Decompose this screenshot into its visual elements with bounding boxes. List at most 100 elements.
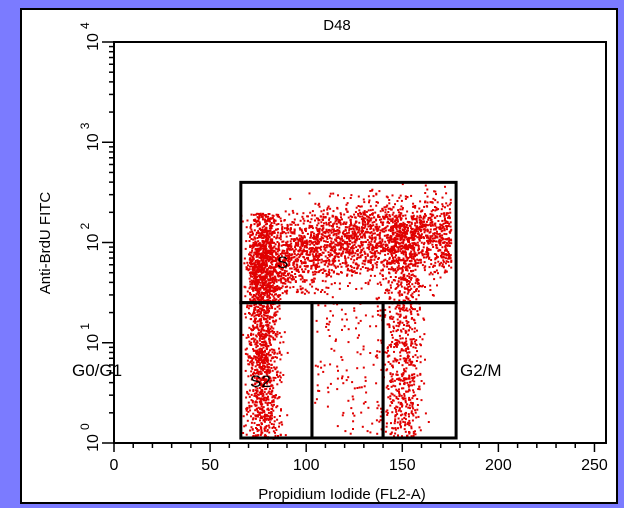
data-point [404, 250, 407, 253]
data-point [388, 241, 391, 244]
data-point [318, 240, 321, 243]
data-point [390, 385, 393, 388]
data-point [282, 252, 285, 255]
data-point [260, 401, 262, 404]
data-point [440, 251, 443, 254]
data-point [315, 319, 318, 322]
data-point [413, 233, 416, 236]
data-point [264, 380, 266, 383]
data-point [408, 404, 411, 407]
data-point [373, 240, 376, 243]
data-point [379, 244, 382, 247]
data-point [337, 256, 340, 259]
data-point [372, 363, 375, 366]
data-point [411, 242, 414, 245]
data-point [266, 368, 269, 371]
data-point [439, 215, 442, 218]
data-point [438, 235, 441, 238]
data-point [412, 202, 415, 205]
data-point [287, 247, 290, 250]
data-point [281, 228, 284, 231]
data-point [247, 363, 250, 366]
data-point [445, 213, 448, 216]
data-point [252, 273, 255, 276]
data-point [253, 267, 256, 270]
data-point [266, 370, 269, 373]
data-point [371, 221, 374, 224]
data-point [285, 292, 288, 295]
data-point [331, 225, 334, 228]
data-point [345, 251, 348, 254]
data-point [391, 393, 394, 396]
data-point [273, 349, 276, 352]
data-point [267, 278, 270, 281]
data-point [283, 249, 286, 252]
data-point [245, 240, 248, 243]
data-point [356, 256, 359, 259]
data-point [264, 264, 267, 267]
data-point [340, 242, 343, 245]
data-point [262, 261, 265, 264]
data-point [439, 276, 442, 279]
data-point [311, 214, 314, 217]
data-point [361, 220, 364, 223]
data-point [257, 294, 260, 296]
data-point [250, 318, 253, 321]
data-point [255, 326, 257, 329]
data-point [301, 277, 304, 280]
data-point [280, 272, 283, 275]
data-point [366, 219, 369, 222]
data-point [354, 271, 357, 274]
data-point [284, 286, 287, 289]
data-point [271, 280, 274, 283]
data-point [396, 413, 399, 416]
data-point [390, 291, 393, 294]
data-point [318, 219, 321, 222]
data-point [389, 218, 392, 221]
data-point [288, 260, 291, 263]
data-point [290, 245, 293, 248]
data-point [247, 356, 250, 359]
data-point [250, 374, 252, 377]
data-point [426, 188, 429, 191]
data-point [256, 370, 259, 373]
data-point [258, 391, 261, 394]
data-point [293, 278, 296, 281]
data-point [258, 400, 261, 403]
data-point [441, 265, 444, 268]
data-point [399, 308, 402, 311]
data-point [278, 260, 281, 263]
data-point [413, 285, 416, 288]
data-point [339, 238, 342, 241]
data-point [408, 431, 411, 434]
data-point [244, 247, 247, 250]
data-point [431, 224, 434, 227]
data-point [304, 288, 307, 291]
data-point [245, 433, 248, 436]
data-point [373, 220, 376, 223]
data-point [417, 290, 420, 293]
data-point [270, 363, 273, 366]
data-point [365, 240, 368, 243]
data-point [266, 397, 269, 399]
data-point [410, 233, 413, 236]
data-point [275, 406, 278, 409]
data-point [257, 212, 260, 215]
data-point [338, 282, 341, 285]
data-point [257, 353, 260, 356]
data-point [324, 255, 327, 258]
data-point [391, 364, 394, 367]
data-point [265, 261, 268, 264]
data-point [269, 414, 272, 417]
data-point [261, 280, 264, 283]
data-point [444, 253, 447, 256]
data-point [413, 376, 416, 379]
data-point [326, 207, 329, 210]
data-point [250, 357, 253, 359]
data-point [366, 430, 369, 433]
data-point [340, 216, 342, 219]
data-point [252, 373, 254, 376]
data-point [348, 269, 351, 272]
data-point [391, 221, 394, 224]
data-point [450, 242, 453, 245]
